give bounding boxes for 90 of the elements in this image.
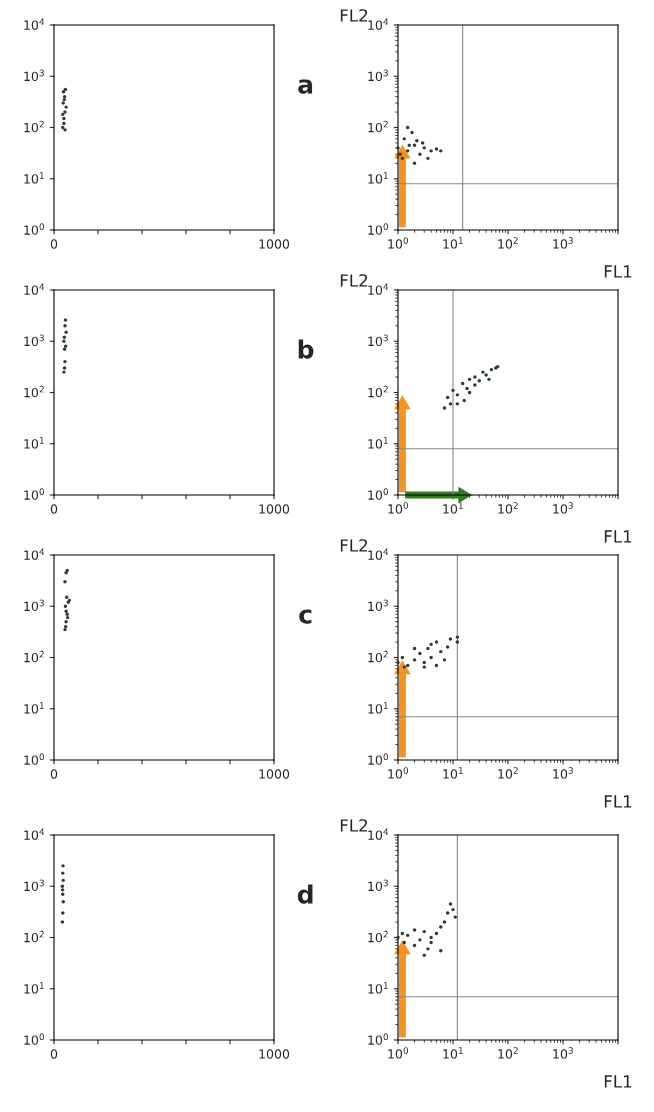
x-tick-label: 10$^{1}$ (443, 1047, 463, 1059)
point (64, 330, 68, 334)
y-tick-label: 10$^{4}$ (24, 18, 45, 30)
y-tick-label: 10$^{2}$ (368, 930, 388, 943)
point (61, 125, 65, 130)
x-tick-label: 10$^{0}$ (388, 1047, 409, 1059)
point (65, 615, 70, 620)
x-tick-label: 10$^{3}$ (553, 237, 573, 249)
y-tick-label: 10$^{4}$ (24, 283, 45, 295)
y-tick-label: 10$^{2}$ (24, 650, 44, 663)
x-tick-label: 1000 (259, 1049, 290, 1059)
y-tick-label: 10$^{1}$ (368, 702, 388, 714)
y-axis-title: FL2 (340, 274, 368, 287)
y-tick-label: 10$^{0}$ (368, 753, 388, 765)
text: c (299, 609, 312, 624)
text: d (297, 884, 313, 904)
y-tick-label: 10$^{4}$ (368, 18, 389, 30)
y-tick-label: 10$^{4}$ (368, 283, 389, 295)
y-tick-label: 10$^{3}$ (24, 879, 44, 892)
y-tick-label: 10$^{4}$ (24, 828, 45, 840)
y-tick-label: 10$^{1}$ (368, 172, 388, 184)
x-axis-title: FL1 (604, 265, 632, 278)
x-tick-label: 10$^{2}$ (498, 767, 518, 779)
y-axis-title: FL2 (340, 539, 368, 552)
point (62, 370, 66, 374)
x-tick-label: 1000 (259, 769, 290, 779)
point (62, 94, 67, 99)
point (63, 128, 67, 132)
x-tick-label: 0 (50, 769, 58, 779)
y-tick-label: 10$^{4}$ (368, 828, 389, 840)
x-tick-label: 10$^{0}$ (388, 502, 409, 514)
x-axis-title: FL1 (604, 530, 632, 543)
x-tick-label: 10$^{0}$ (388, 237, 409, 249)
x-tick-label: 1000 (259, 239, 290, 249)
y-tick-label: 10$^{1}$ (368, 982, 388, 994)
y-tick-label: 10$^{0}$ (24, 753, 44, 765)
x-axis-title: FL1 (604, 1075, 632, 1088)
y-tick-label: 10$^{2}$ (368, 120, 388, 133)
x-tick-label: 10$^{0}$ (388, 767, 409, 779)
y-tick-label: 10$^{3}$ (24, 599, 44, 612)
y-axis-title: FL2 (340, 9, 368, 22)
y-tick-label: 10$^{2}$ (368, 650, 388, 663)
y-tick-label: 10$^{3}$ (24, 334, 44, 347)
y-tick-label: 10$^{3}$ (368, 334, 388, 347)
point (61, 101, 65, 105)
point (63, 604, 68, 608)
y-tick-label: 10$^{1}$ (24, 702, 44, 714)
x-tick-label: 10$^{1}$ (443, 237, 463, 249)
y-tick-label: 10$^{0}$ (24, 1033, 44, 1045)
point (62, 339, 66, 343)
point (63, 580, 67, 584)
x-tick-label: 0 (50, 1049, 58, 1059)
y-tick-label: 10$^{2}$ (24, 120, 44, 133)
x-tick-label: 10$^{2}$ (498, 237, 518, 249)
x-tick-label: 1000 (259, 504, 290, 514)
y-tick-label: 10$^{0}$ (368, 1033, 388, 1045)
y-tick-label: 10$^{0}$ (368, 488, 388, 500)
x-axis-title: FL1 (604, 795, 632, 808)
y-tick-label: 10$^{4}$ (24, 548, 45, 560)
x-tick-label: 10$^{3}$ (553, 767, 573, 779)
x-tick-label: 10$^{2}$ (498, 502, 518, 514)
y-tick-label: 10$^{3}$ (368, 69, 388, 82)
x-tick-label: 10$^{3}$ (553, 1047, 573, 1059)
x-tick-label: 10$^{2}$ (498, 1047, 518, 1059)
x-tick-label: 0 (50, 504, 58, 514)
y-axis-title: FL2 (340, 819, 368, 832)
x-tick-label: 10$^{3}$ (553, 502, 573, 514)
y-tick-label: 10$^{3}$ (24, 69, 44, 82)
y-tick-label: 10$^{3}$ (368, 599, 388, 612)
y-tick-label: 10$^{3}$ (368, 879, 388, 892)
y-tick-label: 10$^{0}$ (368, 223, 388, 235)
point (64, 619, 68, 624)
x-tick-label: 10$^{1}$ (443, 767, 463, 779)
x-tick-label: 0 (50, 239, 58, 249)
point (62, 97, 67, 102)
point (63, 324, 67, 328)
x-tick-label: 10$^{1}$ (443, 502, 463, 514)
y-tick-label: 10$^{1}$ (24, 172, 44, 184)
y-tick-label: 10$^{1}$ (368, 437, 388, 449)
point (64, 105, 68, 109)
y-tick-label: 10$^{2}$ (368, 385, 388, 398)
text: a (298, 79, 313, 94)
y-tick-label: 10$^{2}$ (24, 385, 44, 398)
text: b (298, 339, 314, 359)
y-tick-label: 10$^{2}$ (24, 930, 44, 943)
y-tick-label: 10$^{0}$ (24, 223, 44, 235)
y-tick-label: 10$^{1}$ (24, 982, 44, 994)
y-tick-label: 10$^{1}$ (24, 437, 44, 449)
y-tick-label: 10$^{0}$ (24, 488, 44, 500)
y-tick-label: 10$^{4}$ (368, 548, 389, 560)
